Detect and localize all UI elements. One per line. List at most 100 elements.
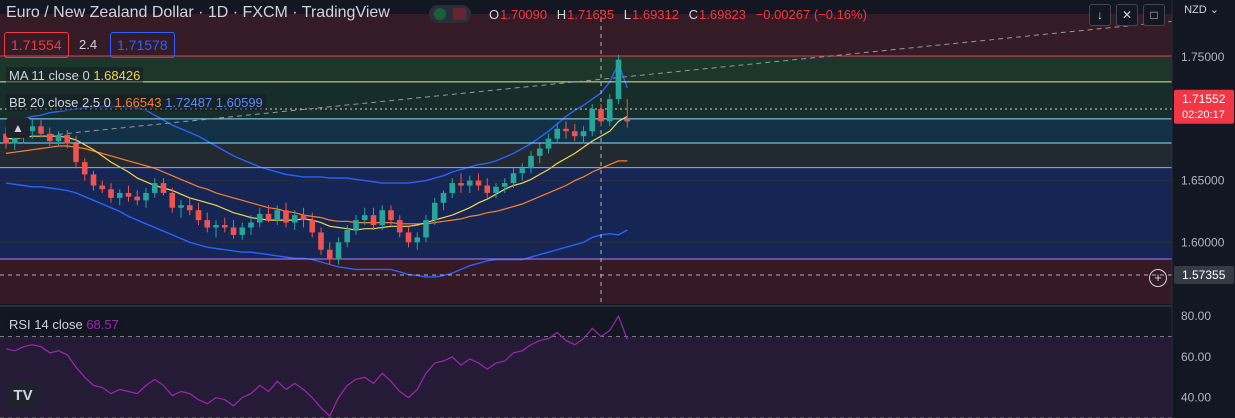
square-icon [453, 8, 466, 20]
candle-body [291, 215, 298, 223]
candle-body [615, 59, 622, 100]
bb-legend[interactable]: BB 20 close 2.5 0 1.66543 1.72487 1.6059… [6, 94, 266, 111]
level-zone [0, 142, 1172, 168]
rsi-band [0, 336, 1172, 418]
level-zone [0, 167, 1172, 259]
candle-body [29, 126, 36, 132]
candle-body [326, 249, 333, 260]
rsi-value: 68.57 [86, 317, 119, 332]
low-value: 1.69312 [632, 7, 679, 22]
candle-body [484, 185, 491, 193]
rsi-line [5, 314, 628, 417]
rsi-legend[interactable]: RSI 14 close 68.57 [6, 316, 122, 333]
candle-body [501, 183, 508, 187]
current-price-tag [1174, 89, 1234, 124]
interval-label[interactable]: 1D [207, 4, 229, 21]
candle-body [108, 189, 114, 198]
candle-body [300, 215, 307, 221]
candle-body [598, 109, 604, 122]
candle-body [309, 220, 316, 233]
symbol-title[interactable]: Euro / New Zealand Dollar · 1D · FXCM · … [6, 4, 390, 21]
candle-body [396, 220, 403, 233]
candle-body [38, 126, 44, 134]
bid-button[interactable]: 1.71554 [4, 32, 69, 58]
candle-body [466, 180, 473, 186]
candle-body [169, 192, 176, 208]
candle-body [256, 213, 263, 223]
crosshair-price-tag [1174, 265, 1234, 284]
candle-body [335, 242, 342, 260]
candle-body [589, 109, 596, 132]
candle-body [510, 173, 517, 184]
candle-body [11, 136, 18, 144]
trend-line [39, 20, 1173, 137]
candle-body [64, 134, 71, 144]
add-alert-icon[interactable]: + [1149, 269, 1167, 287]
maximize-icon[interactable]: □ [1143, 4, 1165, 26]
candle-body [283, 210, 289, 223]
current-price-value: 1.71552 [1182, 92, 1226, 106]
candle-body [405, 232, 412, 243]
candle-body [230, 227, 237, 235]
candle-body [81, 162, 88, 175]
ma-legend[interactable]: MA 11 close 0 1.68426 [6, 67, 144, 84]
candle-body [606, 99, 613, 122]
candle-body [431, 202, 438, 221]
level-zone [0, 118, 1172, 143]
candle-body [46, 133, 53, 142]
price-tick: 1.60000 [1181, 235, 1225, 249]
candle-body [414, 237, 421, 243]
candle-body [213, 225, 219, 228]
bb-basis-value: 1.66543 [114, 95, 162, 110]
candle-body [90, 174, 97, 186]
candle-body [519, 168, 526, 174]
candle-body [239, 227, 246, 235]
candle-body [55, 134, 62, 142]
symbol-name: Euro / New Zealand Dollar [6, 4, 194, 21]
platform-label: TradingView [301, 4, 390, 21]
bar-countdown: 02:20:17 [1182, 109, 1225, 121]
exchange-label: FXCM [242, 4, 288, 21]
candle-body [248, 222, 254, 228]
collapse-icon[interactable]: ✕ [1116, 4, 1138, 26]
candle-body [3, 133, 9, 144]
spread-value: 2.4 [79, 37, 98, 52]
candles [3, 54, 631, 265]
tradingview-logo[interactable]: TV [6, 382, 40, 410]
candle-body [379, 210, 386, 226]
candle-body [493, 186, 499, 193]
candle-body [186, 205, 193, 211]
arrow-down-icon[interactable]: ↓ [1089, 4, 1111, 26]
ask-button[interactable]: 1.71578 [110, 32, 175, 58]
bb-basis-line [5, 145, 628, 225]
change-value: −0.00267 (−0.16%) [755, 7, 867, 22]
candle-body [151, 183, 158, 193]
collapse-legend-button[interactable]: ▲ [6, 118, 30, 138]
currency-selector[interactable]: NZD ⌄ [1184, 4, 1219, 16]
open-value: 1.70090 [500, 7, 548, 22]
bb-lower-value: 1.60599 [215, 95, 263, 110]
candle-body [563, 128, 569, 132]
candle-body [449, 183, 456, 193]
candle-body [458, 183, 464, 186]
price-axis[interactable]: 1.75000 1.65000 1.60000 1.71552 02:20:17 1.57… [1171, 0, 1235, 418]
candle-body [178, 205, 184, 208]
axis-background [1172, 0, 1235, 418]
candle-body [361, 215, 368, 221]
level-zone [0, 55, 1172, 82]
candle-body [580, 131, 587, 137]
candle-body [99, 185, 106, 190]
bb-upper-line [5, 61, 628, 184]
ohlc-legend: O1.70090 H1.71635 L1.69312 C1.69823 −0.0… [489, 7, 867, 22]
candle-body [274, 210, 281, 221]
visibility-toggle[interactable] [429, 5, 471, 23]
candle-body [143, 192, 149, 201]
candle-body [134, 196, 141, 201]
candle-body [344, 229, 351, 243]
candle-body [265, 213, 272, 221]
rsi-tick: 60.00 [1181, 350, 1211, 364]
bb-upper-value: 1.72487 [165, 95, 213, 110]
eye-icon [434, 8, 446, 20]
level-zone [0, 14, 1172, 56]
